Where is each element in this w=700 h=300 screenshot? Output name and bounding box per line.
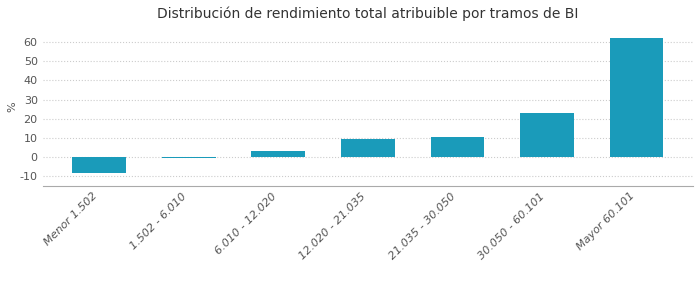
Bar <box>251 151 305 157</box>
Y-axis label: %: % <box>7 101 17 112</box>
Bar <box>520 113 574 157</box>
Title: Distribución de rendimiento total atribuible por tramos de BI: Distribución de rendimiento total atribu… <box>157 7 578 21</box>
Bar <box>162 157 216 158</box>
Bar <box>341 139 395 157</box>
Bar <box>72 157 126 172</box>
Bar <box>610 38 664 157</box>
Bar <box>430 137 484 157</box>
